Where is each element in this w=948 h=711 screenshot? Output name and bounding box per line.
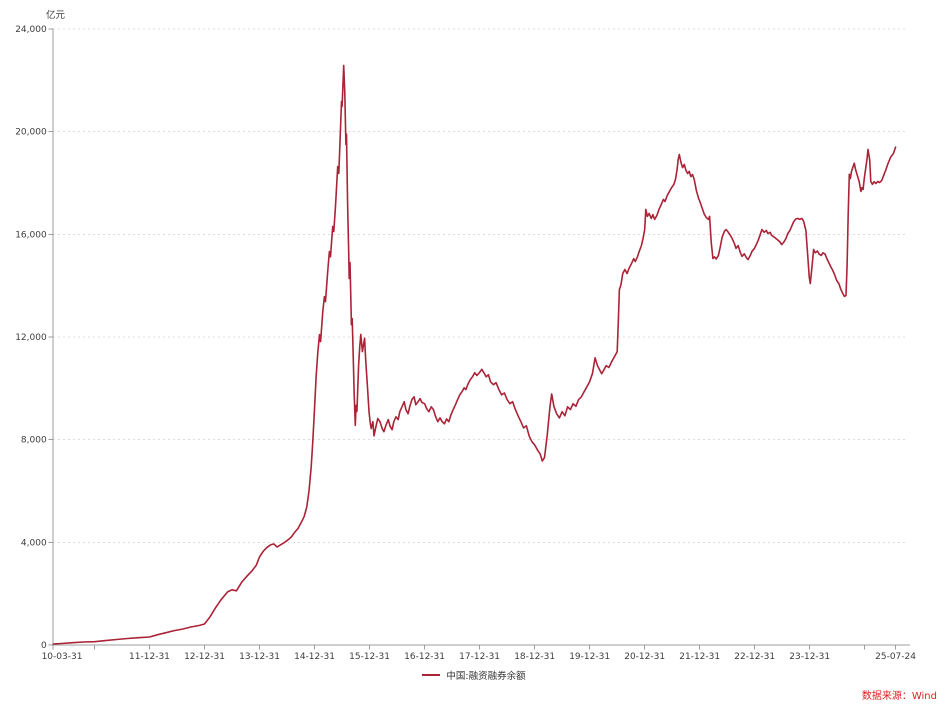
- legend-series-label: 中国:融资融券余额: [446, 671, 526, 682]
- x-tick-label: 25-07-24: [875, 652, 916, 662]
- y-tick-label: 4,000: [21, 538, 47, 548]
- x-tick-label: 23-12-31: [789, 652, 830, 662]
- data-source-note: 数据来源：Wind: [861, 691, 937, 702]
- x-tick-label: 19-12-31: [569, 652, 610, 662]
- series-line: [52, 64, 897, 645]
- x-tick-label: 14-12-31: [294, 652, 335, 662]
- x-tick-label: 16-12-31: [404, 652, 445, 662]
- y-tick-label: 8,000: [21, 436, 47, 446]
- y-axis-unit-label: 亿元: [46, 10, 66, 21]
- x-tick-label: 21-12-31: [679, 652, 720, 662]
- y-tick-label: 12,000: [15, 333, 47, 343]
- x-tick-label: 15-12-31: [349, 652, 390, 662]
- x-tick-label: 13-12-31: [239, 652, 280, 662]
- x-tick-label: 22-12-31: [734, 652, 775, 662]
- legend: 中国:融资融券余额: [0, 668, 948, 682]
- x-tick-label: 20-12-31: [624, 652, 665, 662]
- x-tick-label: 11-12-31: [129, 652, 170, 662]
- y-tick-label: 16,000: [15, 230, 47, 240]
- y-tick-label: 0: [41, 641, 47, 651]
- legend-line-swatch: [422, 674, 441, 676]
- x-tick-label: 12-12-31: [184, 652, 225, 662]
- y-tick-label: 24,000: [15, 25, 47, 35]
- x-tick-label: 17-12-31: [459, 652, 500, 662]
- x-tick-label: 10-03-31: [42, 652, 83, 662]
- y-tick-label: 20,000: [15, 128, 47, 138]
- x-tick-label: 18-12-31: [514, 652, 555, 662]
